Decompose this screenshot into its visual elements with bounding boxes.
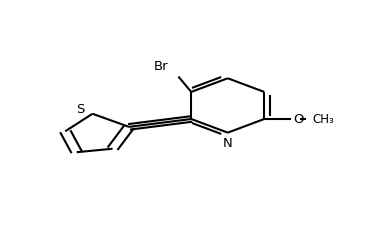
Text: S: S — [76, 103, 85, 116]
Text: Br: Br — [154, 60, 169, 73]
Text: N: N — [223, 137, 233, 150]
Text: O: O — [293, 113, 303, 126]
Text: CH₃: CH₃ — [312, 113, 334, 126]
